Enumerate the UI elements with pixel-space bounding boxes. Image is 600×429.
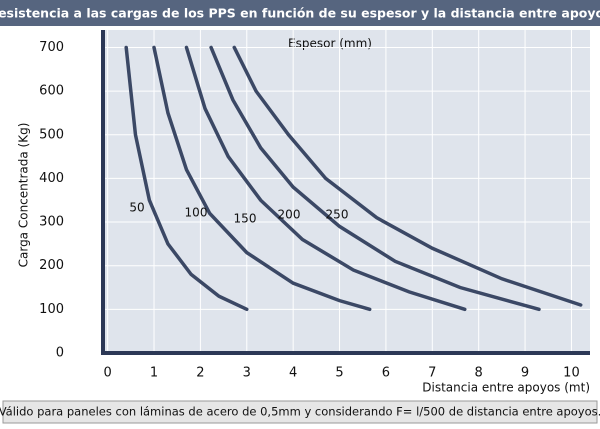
y-axis-label: Carga Concentrada (Kg) <box>17 123 31 268</box>
x-tick-label: 2 <box>196 366 204 381</box>
x-tick-label: 4 <box>289 366 297 381</box>
title-bar <box>0 0 600 26</box>
y-tick-label: 100 <box>39 302 64 317</box>
y-tick-label: 600 <box>39 84 64 99</box>
x-tick-label: 9 <box>521 366 529 381</box>
y-tick-label: 200 <box>39 258 64 273</box>
footnote-bar <box>2 400 598 424</box>
x-tick-label: 7 <box>428 366 436 381</box>
x-tick-label: 3 <box>243 366 251 381</box>
series-label: 250 <box>326 208 349 222</box>
y-tick-label: 700 <box>39 40 64 55</box>
line <box>152 45 372 312</box>
x-axis-label: Distancia entre apoyos (mt) <box>422 381 590 395</box>
series-label: 50 <box>129 201 144 215</box>
y-tick-label: 500 <box>39 127 64 142</box>
chart-title: Resistencia a las cargas de los PPS en f… <box>0 6 600 21</box>
line <box>184 45 467 312</box>
y-tick-label: 400 <box>39 171 64 186</box>
series-label: 200 <box>278 208 301 222</box>
x-tick-label: 1 <box>150 366 158 381</box>
x-tick-label: 6 <box>382 366 390 381</box>
line <box>209 45 541 312</box>
line <box>124 45 249 312</box>
line <box>232 45 583 307</box>
y-tick-label: 0 <box>56 346 64 361</box>
y-tick-label: 300 <box>39 215 64 230</box>
x-tick-label: 5 <box>335 366 343 381</box>
x-tick-label: 8 <box>475 366 483 381</box>
series-label: 150 <box>234 212 257 226</box>
series-label: 100 <box>185 206 208 220</box>
footnote: Válido para paneles con láminas de acero… <box>0 405 600 419</box>
x-tick-label: 10 <box>563 366 580 381</box>
legend-title: Espesor (mm) <box>288 37 372 51</box>
x-tick-label: 0 <box>103 366 111 381</box>
plot-area <box>103 30 590 353</box>
